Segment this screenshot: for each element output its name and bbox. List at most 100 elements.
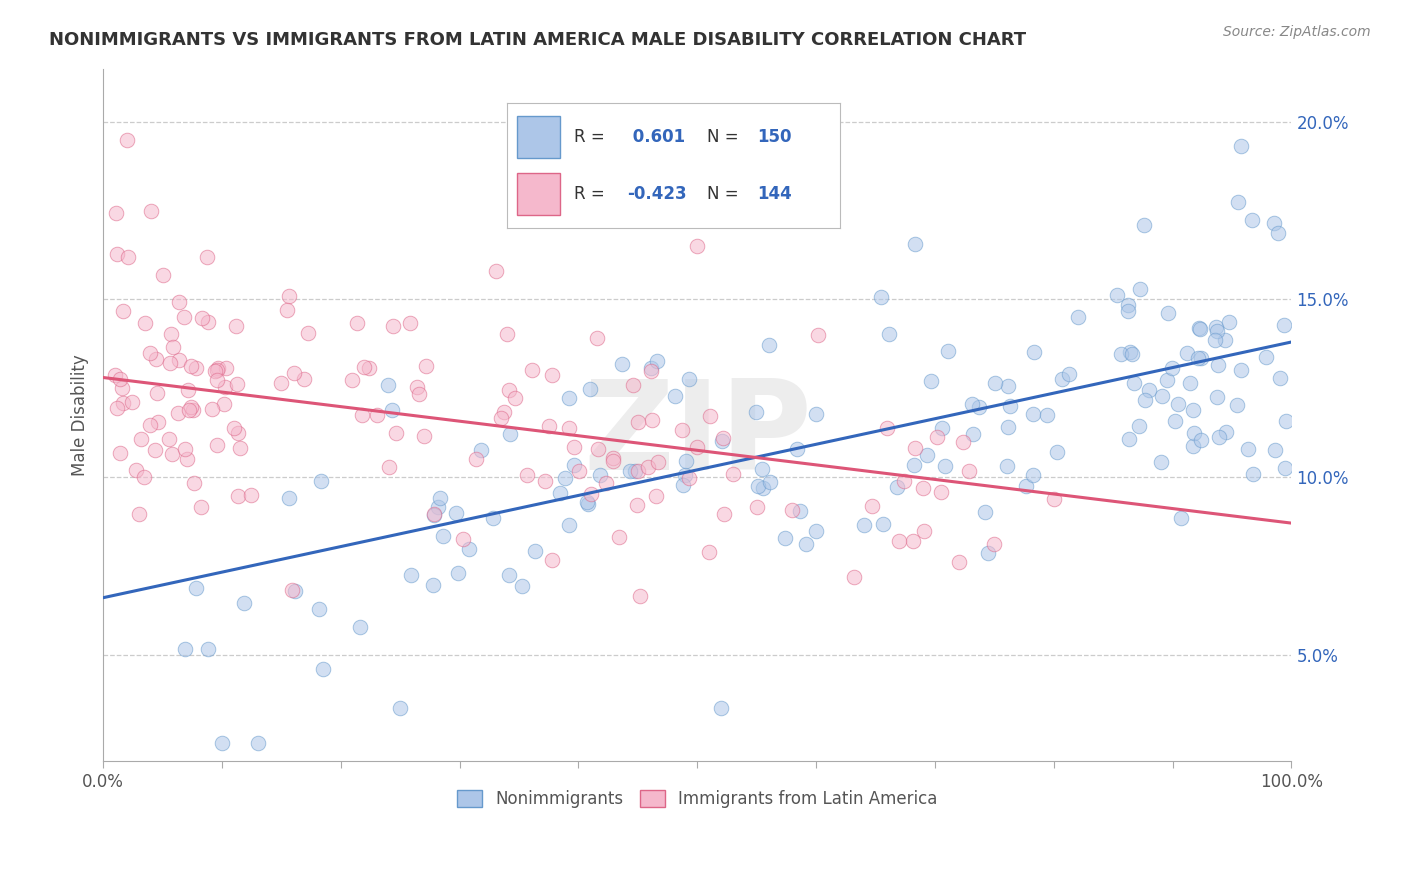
Point <box>621 378 644 392</box>
Point <box>647 455 669 469</box>
Point <box>1050 372 1073 386</box>
Point <box>969 400 991 414</box>
Point <box>920 374 942 388</box>
Point <box>1189 351 1212 365</box>
Point <box>134 470 156 484</box>
Point <box>678 372 700 386</box>
Point <box>184 581 207 595</box>
Point <box>180 400 202 414</box>
Point <box>548 486 571 500</box>
Point <box>1149 454 1171 468</box>
Point <box>177 383 200 397</box>
Point <box>640 364 662 378</box>
Point <box>406 380 429 394</box>
Point <box>1182 439 1205 453</box>
Point <box>915 448 938 462</box>
Point <box>1046 445 1069 459</box>
Point <box>1057 367 1080 381</box>
Point <box>879 326 901 341</box>
Point <box>710 434 733 448</box>
Point <box>1119 345 1142 359</box>
Point <box>457 541 479 556</box>
Point <box>215 361 238 376</box>
Point <box>197 315 219 329</box>
Point <box>284 584 307 599</box>
Point <box>108 445 131 459</box>
Point <box>105 401 128 416</box>
Point <box>538 419 561 434</box>
Point <box>134 317 156 331</box>
Point <box>278 289 301 303</box>
Point <box>422 507 444 521</box>
Point <box>686 239 709 253</box>
Point <box>162 339 184 353</box>
Point <box>602 451 624 466</box>
Point <box>1226 399 1249 413</box>
Point <box>747 479 769 493</box>
Point <box>516 468 538 483</box>
Point <box>484 264 506 278</box>
Point <box>482 510 505 524</box>
Point <box>1270 371 1292 385</box>
Point <box>1208 430 1230 444</box>
Point <box>246 736 269 750</box>
Point <box>912 524 935 538</box>
Point <box>671 423 693 437</box>
Point <box>498 567 520 582</box>
Point <box>510 579 533 593</box>
Point <box>104 368 127 382</box>
Point <box>1180 376 1202 390</box>
Point <box>578 497 600 511</box>
Point <box>222 420 245 434</box>
Point <box>353 359 375 374</box>
Point <box>721 467 744 482</box>
Point <box>640 360 662 375</box>
Point <box>415 359 437 374</box>
Point <box>389 701 412 715</box>
Point <box>904 237 927 252</box>
Point <box>190 500 212 514</box>
Point <box>283 366 305 380</box>
Point <box>1129 282 1152 296</box>
Point <box>860 499 883 513</box>
Point <box>1226 195 1249 210</box>
Point <box>377 459 399 474</box>
Point <box>852 517 875 532</box>
Point <box>167 295 190 310</box>
Point <box>699 409 721 424</box>
Point <box>207 363 229 377</box>
Point <box>624 464 647 478</box>
Point <box>152 268 174 282</box>
Point <box>117 250 139 264</box>
Point <box>872 517 894 532</box>
Point <box>533 475 555 489</box>
Point <box>562 458 585 472</box>
Point <box>1015 478 1038 492</box>
Point <box>589 468 612 483</box>
Point <box>349 619 371 633</box>
Point <box>197 641 219 656</box>
Point <box>499 427 522 442</box>
Point <box>128 508 150 522</box>
Point <box>1205 324 1227 338</box>
Point <box>558 391 581 405</box>
Point <box>444 506 467 520</box>
Point <box>1132 218 1154 232</box>
Point <box>627 415 650 429</box>
Point <box>1263 216 1285 230</box>
Point <box>870 290 893 304</box>
Point <box>145 351 167 366</box>
Point <box>936 343 959 358</box>
Point <box>423 508 446 523</box>
Point <box>1067 310 1090 324</box>
Point <box>934 458 956 473</box>
Point <box>1181 402 1204 417</box>
Point <box>626 464 648 478</box>
Point <box>675 454 697 468</box>
Point <box>186 360 208 375</box>
Point <box>1175 346 1198 360</box>
Point <box>602 454 624 468</box>
Point <box>619 464 641 478</box>
Point <box>645 354 668 368</box>
Point <box>925 430 948 444</box>
